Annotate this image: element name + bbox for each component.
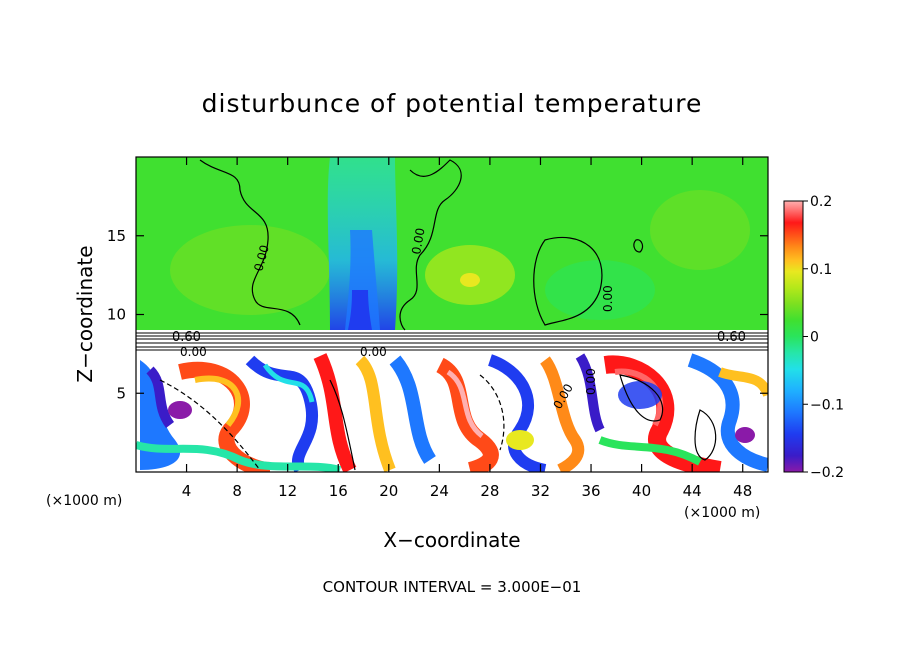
- colorbar-tick-label: −0.2: [810, 465, 844, 481]
- contour-interval-note: CONTOUR INTERVAL = 3.000E−01: [323, 578, 582, 596]
- y-tick-label: 5: [116, 384, 126, 402]
- y-tick-label: 15: [107, 227, 126, 245]
- x-tick-label: 16: [329, 482, 348, 500]
- x-tick-label: 24: [430, 482, 449, 500]
- colorbar-gradient: [783, 200, 804, 473]
- x-tick-label: 4: [182, 482, 192, 500]
- chart-title: disturbunce of potential temperature: [202, 89, 703, 118]
- colorbar-tick-label: 0: [810, 330, 819, 346]
- x-unit-left: (×1000 m): [46, 493, 122, 509]
- contour-label: 0.60: [172, 330, 201, 345]
- turbulent-eddies: [136, 353, 768, 472]
- contour-label: 0.00: [601, 285, 615, 312]
- contour-label: 0.00: [584, 368, 598, 395]
- x-tick-label: 32: [531, 482, 550, 500]
- y-tick-label: 10: [107, 306, 126, 324]
- x-tick-label: 8: [232, 482, 242, 500]
- x-tick-label: 36: [581, 482, 600, 500]
- y-axis-label: Z−coordinate: [73, 245, 97, 382]
- colorbar-ticks: 0.2 0.1 0 −0.1 −0.2: [803, 194, 844, 481]
- x-tick-label: 20: [379, 482, 398, 500]
- contour-label: 0.00: [180, 345, 207, 359]
- colorbar: 0.2 0.1 0 −0.1 −0.2: [783, 194, 844, 481]
- contour-label: 0.00: [409, 227, 427, 256]
- x-axis-label: X−coordinate: [383, 528, 520, 552]
- x-tick-label: 28: [480, 482, 499, 500]
- x-tick-label: 12: [278, 482, 297, 500]
- heatmap-field: [136, 157, 768, 472]
- contour-label: 0.00: [251, 243, 271, 272]
- contour-label: 0.00: [360, 345, 387, 359]
- colorbar-tick-label: −0.1: [810, 397, 844, 413]
- x-tick-label: 40: [632, 482, 651, 500]
- y-axis-ticks: 5 10 15: [107, 227, 768, 402]
- colorbar-tick-label: 0.1: [810, 262, 832, 278]
- x-axis-ticks: 4 8 12 16 20 24 28 32 36 40 44 48: [182, 157, 752, 500]
- x-tick-label: 48: [733, 482, 752, 500]
- contour-lines: [159, 159, 717, 471]
- x-tick-label: 44: [683, 482, 702, 500]
- colorbar-tick-label: 0.2: [810, 194, 832, 210]
- contour-label: 0.60: [717, 330, 746, 345]
- x-unit-right: (×1000 m): [684, 505, 760, 521]
